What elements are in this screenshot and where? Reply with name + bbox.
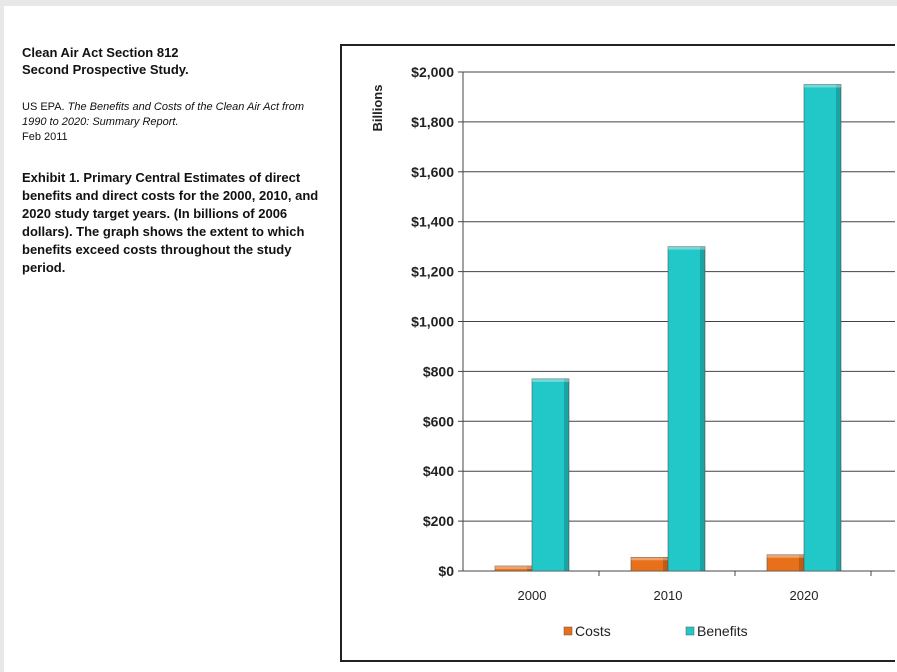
bar-shade — [799, 554, 804, 571]
bar-chart: $0 $200 $400 $600 $800 $1,000 $1,200 $1,400 $1,6… — [370, 64, 895, 639]
citation-author: US EPA. — [22, 101, 65, 113]
y-axis-title: Billions — [370, 85, 385, 132]
bar-shade — [700, 246, 705, 571]
y-tick-label: $1,800 — [411, 114, 454, 130]
y-tick-label: $1,000 — [411, 314, 454, 330]
bar-top-highlight — [495, 566, 532, 570]
chart-frame: $0 $200 $400 $600 $800 $1,000 $1,200 $1,400 $1,6… — [340, 44, 895, 662]
exhibit-caption: Exhibit 1. Primary Central Estimates of … — [22, 170, 319, 275]
page: Clean Air Act Section 812 Second Prospec… — [4, 6, 897, 672]
bar-benefits — [803, 84, 842, 572]
bar-shade — [836, 84, 841, 571]
description-panel: Clean Air Act Section 812 Second Prospec… — [22, 44, 327, 277]
legend-label-benefits: Benefits — [697, 623, 748, 639]
x-category-label: 2020 — [790, 588, 819, 603]
legend-label-costs: Costs — [575, 623, 611, 639]
study-title-line1: Clean Air Act Section 812 — [22, 45, 179, 60]
y-tick-label: $1,200 — [411, 264, 454, 280]
bar-top-highlight — [532, 378, 569, 382]
x-category-label: 2010 — [654, 588, 683, 603]
citation: US EPA. The Benefits and Costs of the Cl… — [22, 100, 327, 145]
bar-shade — [527, 566, 532, 571]
study-title-line2: Second Prospective Study. — [22, 62, 189, 77]
citation-title: The Benefits and Costs of the Clean Air … — [22, 101, 305, 128]
bar-top-highlight — [767, 554, 804, 558]
y-tick-label: $200 — [423, 513, 454, 529]
y-tick-label: $400 — [423, 463, 454, 479]
bar-top-highlight — [631, 557, 668, 561]
study-title: Clean Air Act Section 812 Second Prospec… — [22, 44, 327, 78]
y-tick-label: $2,000 — [411, 64, 454, 80]
bar-shade — [564, 378, 569, 571]
y-tick-label: $600 — [423, 413, 454, 429]
y-tick-label: $1,600 — [411, 164, 454, 180]
bar-shade — [663, 557, 668, 571]
x-category-label: 2000 — [518, 588, 547, 603]
legend-swatch-costs — [563, 626, 573, 636]
citation-date: Feb 2011 — [22, 131, 68, 143]
y-tick-label: $1,400 — [411, 214, 454, 230]
bar-top-highlight — [804, 84, 841, 88]
legend-swatch-benefits — [685, 626, 695, 636]
bar-benefits — [531, 378, 570, 572]
bar-top-highlight — [668, 246, 705, 250]
bar-benefits — [667, 246, 706, 572]
y-tick-label: $0 — [438, 563, 454, 579]
y-tick-label: $800 — [423, 363, 454, 379]
